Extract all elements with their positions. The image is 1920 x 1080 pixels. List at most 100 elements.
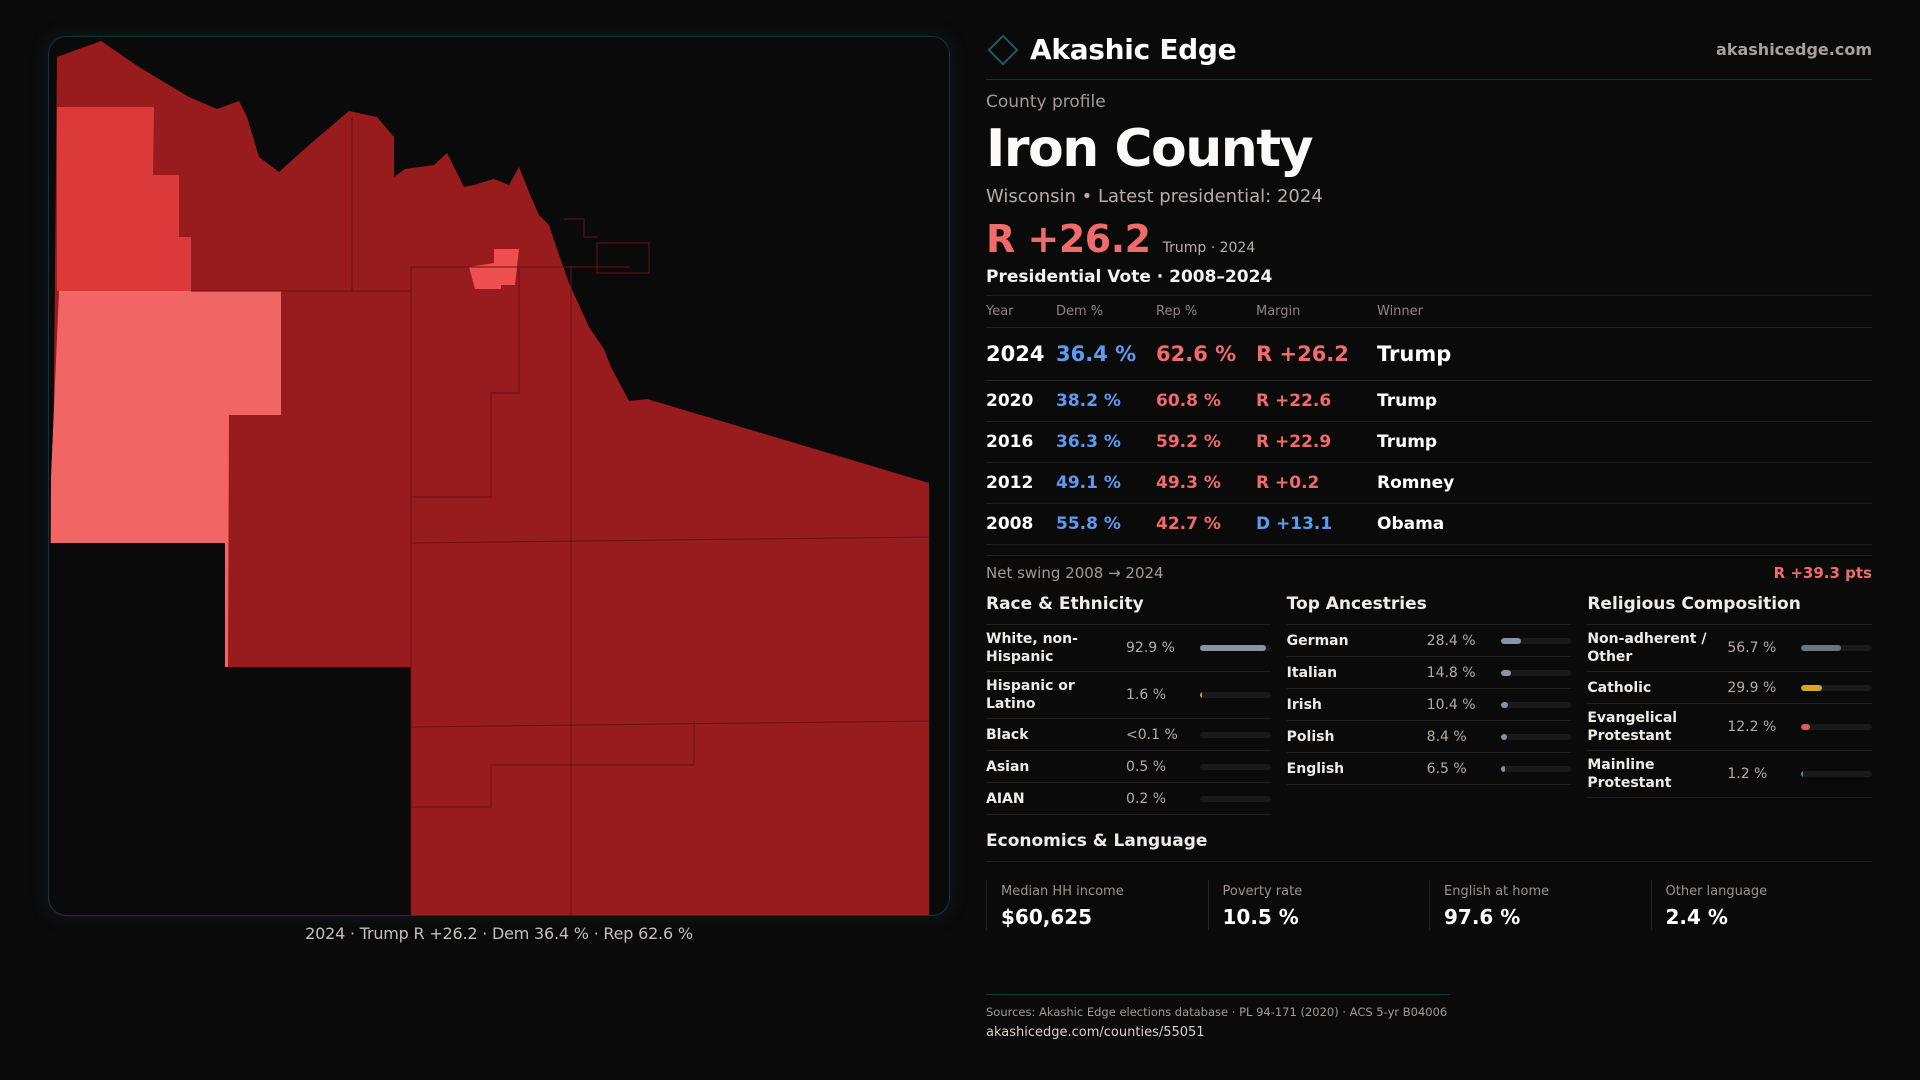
vote-margin: R +22.9 (1256, 421, 1377, 463)
vote-row-2016[interactable]: 2016 36.3 % 59.2 % R +22.9 Trump (986, 421, 1872, 463)
net-swing-label: Net swing 2008 → 2024 (986, 564, 1164, 582)
econ-label: Poverty rate (1222, 884, 1303, 899)
religion-row: Non-adherent / Other 56.7 % (1587, 625, 1873, 672)
religion-value: 29.9 % (1727, 679, 1777, 696)
site-link[interactable]: akashicedge.com (1716, 40, 1872, 59)
religion-row: Catholic 29.9 % (1587, 672, 1873, 704)
race-label: Black (986, 726, 1029, 743)
vote-row-2024[interactable]: 2024 36.4 % 62.6 % R +26.2 Trump (986, 327, 1872, 381)
vote-margin: R +22.6 (1256, 380, 1377, 422)
ancestry-bar-fill (1500, 669, 1512, 676)
votes-title: Presidential Vote · 2008–2024 (986, 267, 1273, 287)
race-value: 0.5 % (1126, 758, 1167, 775)
econ-card-other-language: Other language 2.4 % (1650, 880, 1873, 930)
vote-margin: D +13.1 (1256, 503, 1377, 545)
religion-row: Mainline Protestant 1.2 % (1587, 751, 1873, 798)
race-value: 1.6 % (1126, 687, 1167, 703)
econ-value: 2.4 % (1665, 905, 1728, 929)
headline-winner: Trump · 2024 (1162, 240, 1256, 256)
religion-title: Religious Composition (1587, 594, 1873, 625)
ancestry-bar-track (1500, 765, 1572, 772)
net-swing-value: R +39.3 pts (1773, 564, 1872, 582)
economics-cards: Median HH income $60,625 Poverty rate 10… (986, 880, 1872, 930)
map-borders (191, 117, 930, 915)
vote-rep-pct: 42.7 % (1156, 503, 1256, 545)
econ-value: 10.5 % (1222, 905, 1299, 929)
brand[interactable]: Akashic Edge (986, 33, 1237, 66)
vote-winner: Trump (1377, 380, 1872, 422)
sources-footer: Sources: Akashic Edge elections database… (986, 994, 1450, 1040)
ancestry-title: Top Ancestries (1286, 594, 1572, 625)
map-outside-area (49, 543, 411, 915)
col-margin: Margin (1256, 295, 1377, 328)
religion-section: Religious Composition Non-adherent / Oth… (1587, 594, 1873, 815)
vote-rep-pct: 62.6 % (1156, 327, 1256, 381)
econ-value: $60,625 (1001, 905, 1093, 929)
race-bar-track (1200, 763, 1271, 770)
ancestry-row: German 28.4 % (1286, 625, 1572, 657)
headline-result: R +26.2 Trump · 2024 (986, 217, 1872, 261)
econ-card-english: English at home 97.6 % (1429, 880, 1651, 930)
race-bar-track (1200, 692, 1271, 698)
col-winner: Winner (1377, 295, 1872, 328)
ancestry-bar-track (1500, 637, 1572, 644)
vote-row-2020[interactable]: 2020 38.2 % 60.8 % R +22.6 Trump (986, 380, 1872, 422)
race-bar-fill (1200, 692, 1202, 698)
race-bar-track (1200, 731, 1271, 738)
econ-label: Other language (1665, 884, 1768, 899)
vote-year: 2020 (986, 380, 1056, 422)
sources-url[interactable]: akashicedge.com/counties/55051 (986, 1025, 1205, 1040)
econ-card-income: Median HH income $60,625 (986, 880, 1208, 930)
race-label: Hispanic or Latino (986, 678, 1075, 712)
header: Akashic Edge akashicedge.com (986, 30, 1872, 80)
vote-margin: R +0.2 (1256, 462, 1377, 504)
race-title: Race & Ethnicity (986, 594, 1271, 625)
page-eyebrow: County profile (986, 92, 1106, 112)
demographics: Race & Ethnicity White, non-Hispanic 92.9… (986, 594, 1873, 815)
vote-year: 2016 (986, 421, 1056, 463)
religion-value: 12.2 % (1727, 719, 1777, 735)
race-label: White, non-Hispanic (986, 631, 1078, 665)
sources-text: Sources: Akashic Edge elections database… (986, 1005, 1448, 1019)
col-rep: Rep % (1156, 295, 1256, 328)
ancestry-bar-fill (1500, 701, 1509, 708)
net-swing: Net swing 2008 → 2024 R +39.3 pts (986, 555, 1872, 582)
ancestry-bar-fill (1500, 733, 1507, 740)
ancestry-row: English 6.5 % (1286, 753, 1572, 785)
map-region-west-upper[interactable] (57, 107, 191, 291)
economics-title: Economics & Language (986, 831, 1872, 862)
ancestry-label: German (1286, 632, 1349, 649)
vote-row-2008[interactable]: 2008 55.8 % 42.7 % D +13.1 Obama (986, 503, 1872, 545)
religion-label: Evangelical Protestant (1587, 710, 1678, 744)
race-bar-fill (1200, 645, 1266, 651)
page-title: Iron County (986, 119, 1314, 179)
ancestry-row: Irish 10.4 % (1286, 689, 1572, 721)
race-bar-track (1200, 795, 1271, 802)
religion-label: Mainline Protestant (1587, 757, 1672, 791)
votes-table: Year Dem % Rep % Margin Winner 2024 36.4 … (986, 295, 1872, 545)
religion-bar-track (1801, 724, 1873, 730)
econ-label: Median HH income (1001, 884, 1124, 899)
vote-winner: Obama (1377, 503, 1872, 545)
econ-label: English at home (1444, 884, 1550, 899)
vote-row-2012[interactable]: 2012 49.1 % 49.3 % R +0.2 Romney (986, 462, 1872, 504)
religion-bar-fill (1801, 645, 1842, 651)
vote-winner: Trump (1377, 421, 1872, 463)
ancestry-label: Italian (1286, 664, 1338, 681)
race-row: White, non-Hispanic 92.9 % (986, 625, 1271, 672)
ancestry-value: 6.5 % (1426, 760, 1467, 777)
map-region-town[interactable] (469, 249, 519, 289)
vote-winner: Trump (1377, 327, 1872, 381)
ancestry-value: 10.4 % (1426, 696, 1476, 713)
vote-rep-pct: 60.8 % (1156, 380, 1256, 422)
ancestry-row: Italian 14.8 % (1286, 657, 1572, 689)
religion-label: Catholic (1587, 679, 1652, 696)
religion-value: 1.2 % (1727, 766, 1768, 782)
ancestry-label: English (1286, 760, 1345, 777)
ancestry-bar-track (1500, 669, 1572, 676)
ancestry-label: Irish (1286, 696, 1322, 713)
religion-value: 56.7 % (1727, 640, 1777, 656)
religion-bar-track (1801, 771, 1873, 777)
religion-bar-fill (1801, 771, 1804, 777)
county-map[interactable] (48, 36, 950, 916)
